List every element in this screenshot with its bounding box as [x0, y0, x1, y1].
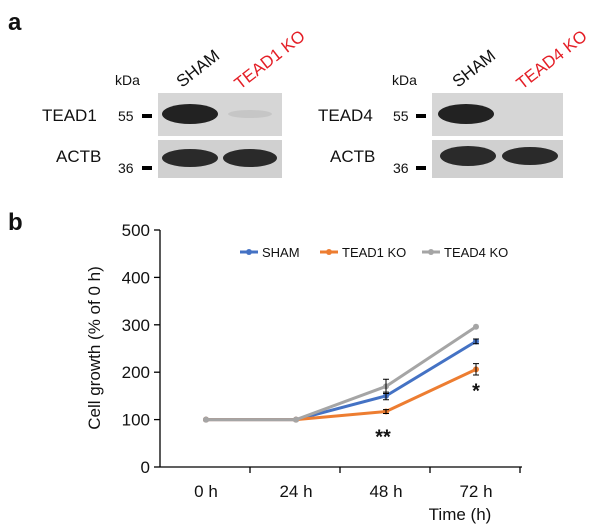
marker-label: 36 [118, 160, 134, 176]
kda-label: kDa [392, 72, 417, 88]
error-bar [473, 338, 479, 345]
protein-label: TEAD1 [42, 106, 97, 125]
panel-label: b [8, 209, 23, 236]
legend-label: TEAD1 KO [342, 245, 406, 260]
marker-label: 55 [393, 108, 409, 124]
error-bar [473, 363, 479, 376]
y-tick-label: 200 [122, 363, 150, 382]
lane-label: TEAD4 KO [513, 26, 591, 93]
legend-label: SHAM [262, 245, 300, 260]
blot-band [162, 104, 218, 124]
error-bar [383, 409, 389, 414]
marker-tick [142, 114, 152, 118]
marker-label: 55 [118, 108, 134, 124]
y-tick-label: 100 [122, 411, 150, 430]
error-bar [383, 378, 389, 395]
data-point [293, 416, 299, 423]
marker-tick [142, 166, 152, 170]
x-tick-label: 24 h [279, 482, 312, 501]
y-tick-label: 400 [122, 268, 150, 287]
kda-label: kDa [115, 72, 140, 88]
series-line [206, 325, 477, 422]
x-tick-label: 72 h [459, 482, 492, 501]
legend-swatch [246, 249, 252, 255]
x-tick-label: 48 h [369, 482, 402, 501]
blot-band [440, 146, 496, 166]
annotation: ** [375, 427, 391, 449]
series-line [206, 367, 477, 422]
lane-label: SHAM [173, 46, 223, 91]
marker-tick [416, 114, 426, 118]
y-tick-label: 300 [122, 316, 150, 335]
lane-label: SHAM [449, 46, 499, 91]
y-axis-title: Cell growth (% of 0 h) [85, 266, 104, 429]
blot-band [502, 147, 558, 165]
legend-swatch [428, 249, 434, 255]
blot-band [228, 110, 272, 118]
marker-label: 36 [393, 160, 409, 176]
blot-band [162, 149, 218, 167]
data-point [473, 323, 479, 330]
x-axis-title: Time (h) [429, 505, 492, 524]
y-tick-label: 500 [122, 221, 150, 240]
x-tick-label: 0 h [194, 482, 218, 501]
panel-label: a [8, 9, 22, 36]
lane-label: TEAD1 KO [231, 26, 309, 93]
protein-label: ACTB [330, 147, 375, 166]
legend-label: TEAD4 KO [444, 245, 508, 260]
protein-label: ACTB [56, 147, 101, 166]
marker-tick [416, 166, 426, 170]
blot-band [223, 149, 277, 167]
blot-band [438, 104, 494, 124]
legend-swatch [326, 249, 332, 255]
protein-label: TEAD4 [318, 106, 373, 125]
annotation: * [472, 380, 480, 402]
data-point [203, 416, 209, 423]
y-tick-label: 0 [141, 458, 150, 477]
